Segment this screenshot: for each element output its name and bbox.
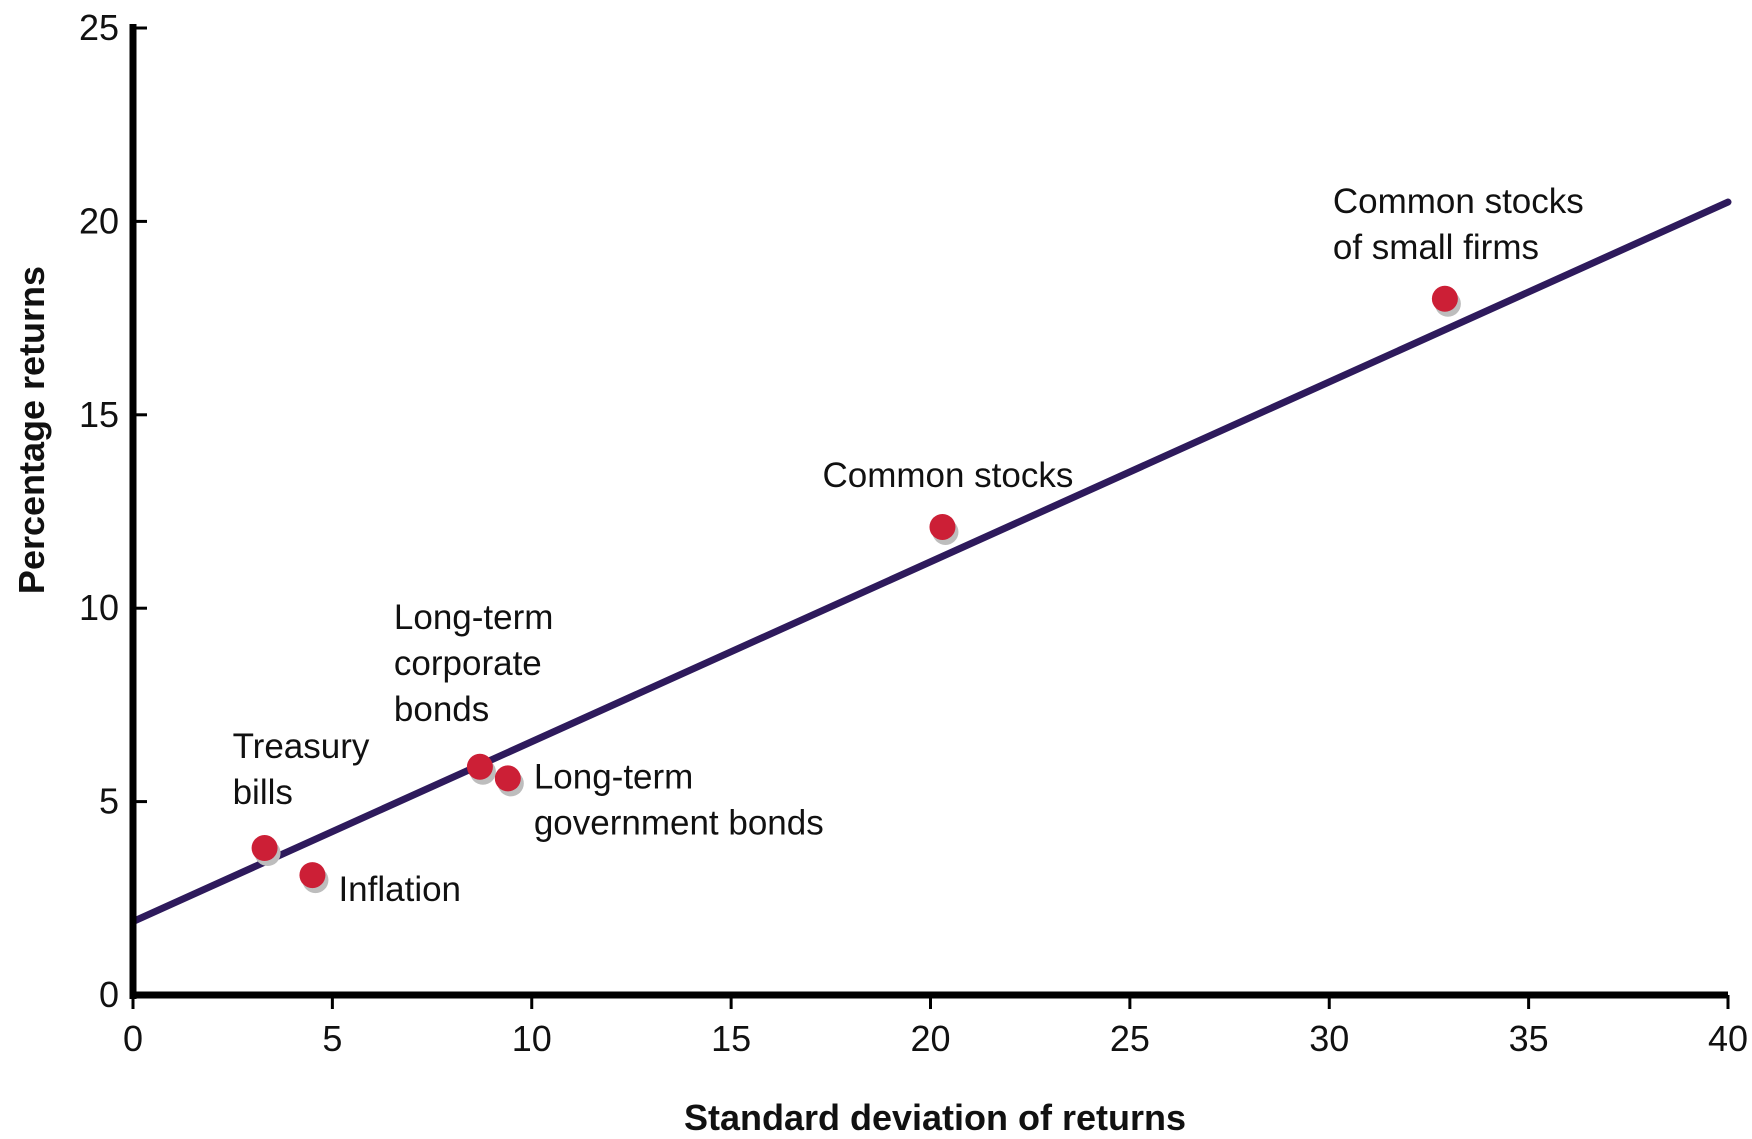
data-point — [929, 513, 956, 540]
point-label: Long-term — [534, 757, 694, 796]
x-tick-label: 10 — [512, 1018, 552, 1059]
trend-line — [129, 198, 1732, 926]
x-tick-label: 30 — [1309, 1018, 1349, 1059]
point-label: Long-term — [394, 598, 554, 637]
data-point — [251, 835, 278, 862]
y-tick-label: 25 — [79, 7, 119, 48]
point-label: Common stocks — [822, 456, 1073, 495]
x-tick-label: 25 — [1110, 1018, 1150, 1059]
point-label: corporate — [394, 644, 542, 683]
y-tick-label: 0 — [99, 974, 119, 1015]
x-tick-label: 35 — [1509, 1018, 1549, 1059]
data-point — [466, 753, 493, 780]
point-label: of small firms — [1333, 228, 1539, 267]
data-point — [494, 765, 521, 792]
point-label: Treasury — [233, 727, 370, 766]
y-tick-label: 10 — [79, 587, 119, 628]
x-tick-label: 5 — [322, 1018, 342, 1059]
x-tick-label: 20 — [910, 1018, 950, 1059]
point-label: bills — [233, 773, 293, 812]
point-label: bonds — [394, 690, 489, 729]
x-tick-label: 40 — [1708, 1018, 1748, 1059]
x-axis-title: Standard deviation of returns — [684, 1097, 1186, 1138]
x-tick-label: 15 — [711, 1018, 751, 1059]
point-label: government bonds — [534, 803, 824, 842]
point-label: Common stocks — [1333, 182, 1584, 221]
point-label: Inflation — [338, 870, 461, 909]
y-tick-label: 15 — [79, 394, 119, 435]
y-tick-label: 20 — [79, 200, 119, 241]
data-point — [1431, 285, 1458, 312]
y-tick-label: 5 — [99, 781, 119, 822]
x-tick-label: 0 — [123, 1018, 143, 1059]
y-axis-title: Percentage returns — [11, 266, 52, 594]
data-point — [299, 862, 326, 889]
